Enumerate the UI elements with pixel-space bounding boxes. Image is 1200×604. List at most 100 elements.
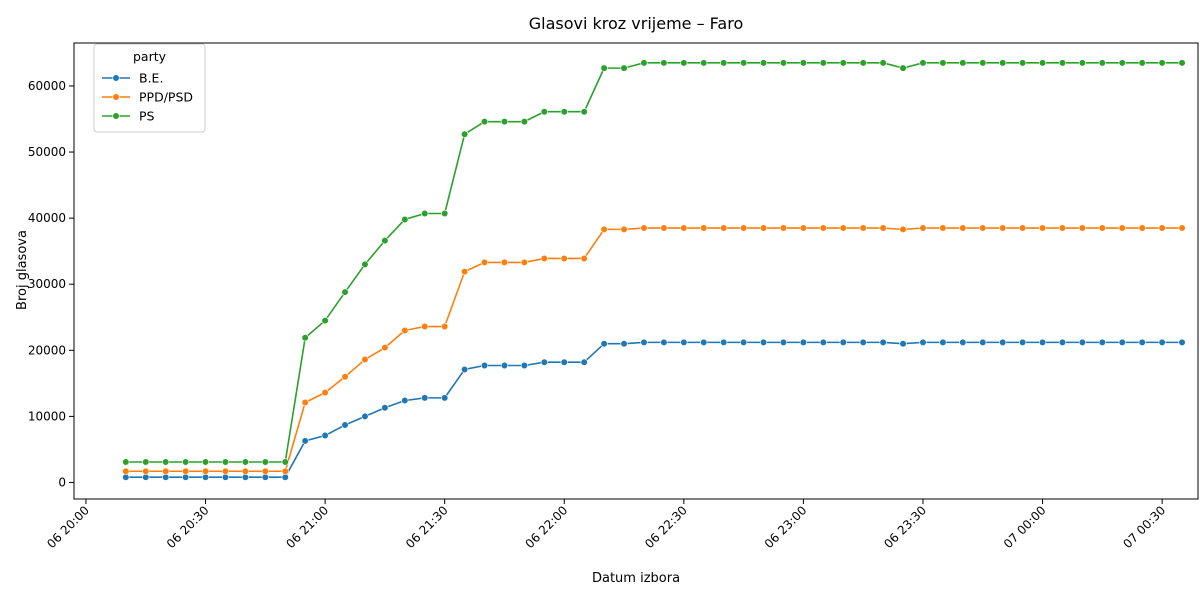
data-point-ps — [640, 59, 648, 67]
data-point-ppd-psd — [201, 467, 210, 475]
x-tick-label: 06 22:30 — [642, 503, 690, 551]
legend-marker — [112, 112, 120, 120]
data-point-ppd-psd — [480, 258, 489, 267]
data-point-ps — [401, 215, 409, 224]
data-point-b-e — [779, 338, 788, 346]
data-point-ps — [660, 59, 668, 67]
data-point-b-e — [1138, 338, 1146, 346]
data-point-b-e — [640, 338, 648, 346]
data-point-ppd-psd — [859, 224, 867, 232]
x-tick-label: 06 20:30 — [164, 503, 212, 551]
data-point-ps — [241, 458, 249, 466]
data-point-ppd-psd — [819, 224, 827, 232]
data-point-ps — [819, 59, 827, 67]
data-point-ps — [1138, 59, 1146, 67]
plot-frame — [73, 42, 1199, 500]
data-point-b-e — [660, 338, 668, 346]
data-point-ppd-psd — [1158, 224, 1166, 232]
data-point-ps — [421, 209, 429, 218]
data-point-ppd-psd — [640, 224, 648, 232]
data-point-ppd-psd — [261, 467, 269, 475]
legend-box — [93, 43, 206, 133]
data-point-b-e — [122, 473, 130, 481]
data-point-ppd-psd — [122, 467, 130, 475]
data-point-ps — [1118, 59, 1126, 67]
data-point-b-e — [142, 473, 150, 481]
data-point-b-e — [421, 394, 429, 402]
data-point-ps — [680, 59, 688, 67]
data-point-ppd-psd — [401, 326, 409, 335]
data-point-b-e — [859, 338, 867, 346]
data-point-ps — [361, 260, 369, 268]
data-point-ps — [999, 59, 1007, 67]
data-point-ppd-psd — [939, 224, 947, 232]
data-point-ppd-psd — [281, 467, 289, 475]
data-point-b-e — [939, 338, 947, 346]
data-point-ppd-psd — [1118, 224, 1126, 232]
y-tick-label: 50000 — [28, 145, 66, 159]
data-point-ppd-psd — [919, 224, 927, 232]
data-point-b-e — [321, 431, 329, 440]
data-point-ppd-psd — [700, 224, 708, 232]
data-point-ps — [540, 108, 548, 116]
data-point-ps — [301, 334, 309, 342]
series-ps — [122, 59, 1186, 466]
data-point-ps — [1178, 59, 1186, 67]
legend-item-ppd-psd: PPD/PSD — [102, 90, 193, 105]
data-point-ppd-psd — [740, 224, 748, 232]
data-point-ps — [321, 316, 329, 325]
x-tick-label: 06 23:00 — [762, 503, 810, 551]
data-point-ps — [759, 59, 768, 67]
y-tick-label: 20000 — [28, 343, 66, 357]
data-point-ps — [480, 118, 489, 126]
data-point-ppd-psd — [600, 225, 608, 233]
data-point-ppd-psd — [580, 254, 588, 263]
data-point-ppd-psd — [241, 467, 249, 475]
data-point-b-e — [281, 473, 289, 481]
data-point-b-e — [1019, 338, 1027, 346]
data-point-ppd-psd — [461, 268, 469, 276]
series-b-e — [122, 338, 1186, 481]
data-point-b-e — [720, 338, 728, 346]
data-point-ppd-psd — [321, 389, 329, 397]
legend-label: PS — [139, 109, 155, 124]
data-point-ps — [1158, 59, 1166, 67]
data-point-ppd-psd — [381, 344, 389, 352]
data-point-b-e — [201, 473, 210, 481]
legend-title: party — [133, 49, 167, 64]
x-tick-label: 06 21:00 — [283, 503, 331, 551]
data-point-b-e — [1118, 338, 1126, 346]
data-point-ppd-psd — [182, 467, 190, 475]
data-point-ps — [879, 59, 887, 67]
data-point-ppd-psd — [221, 467, 230, 475]
series-ppd-psd — [122, 224, 1186, 475]
data-point-ppd-psd — [620, 225, 628, 233]
data-point-b-e — [680, 338, 688, 346]
data-point-b-e — [221, 473, 230, 481]
data-point-ps — [779, 59, 788, 67]
data-point-ppd-psd — [341, 373, 349, 381]
data-point-b-e — [261, 473, 269, 481]
data-point-ps — [720, 59, 728, 67]
data-point-b-e — [540, 358, 548, 366]
data-point-b-e — [740, 338, 748, 346]
data-point-ps — [1078, 59, 1087, 67]
data-point-ps — [799, 59, 808, 67]
legend: party B.E. PPD/PSD PS — [93, 43, 206, 133]
data-point-ppd-psd — [1038, 224, 1047, 232]
data-point-b-e — [301, 437, 309, 445]
data-point-b-e — [1158, 338, 1166, 346]
y-tick-label: 60000 — [28, 79, 66, 93]
data-point-ppd-psd — [560, 254, 568, 263]
data-point-ps — [839, 59, 847, 67]
data-point-ppd-psd — [879, 224, 887, 232]
data-point-ps — [899, 64, 907, 72]
data-point-ps — [261, 458, 269, 466]
legend-label: B.E. — [139, 71, 163, 86]
data-point-ppd-psd — [959, 224, 967, 232]
series-line-b-e — [125, 341, 1183, 478]
data-point-b-e — [461, 365, 469, 374]
data-point-ps — [381, 237, 389, 245]
data-point-ps — [939, 59, 947, 67]
